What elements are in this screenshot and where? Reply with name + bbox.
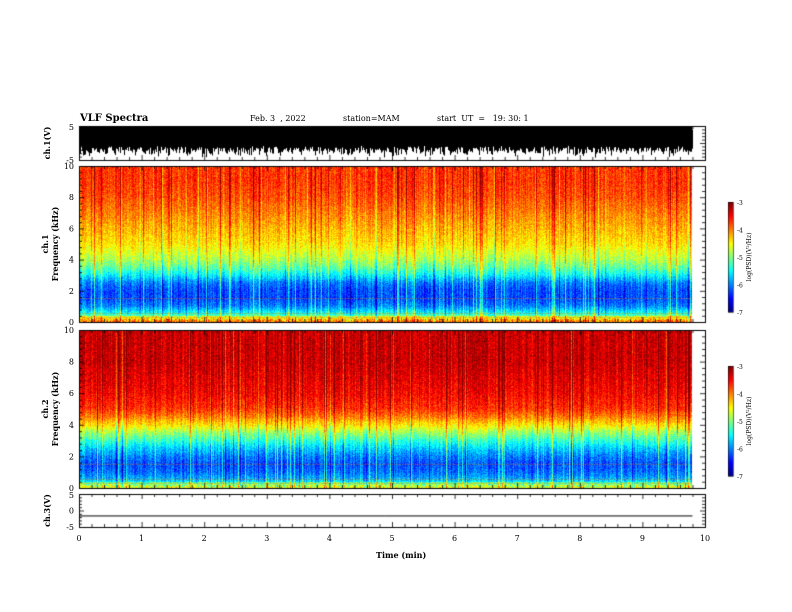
y-tick-label: 4 [69,256,74,265]
x-tick-label: 4 [327,534,332,543]
y-tick-label: 6 [69,389,74,398]
colorbar-tick-label: -4 [737,392,743,399]
y-tick-label: 2 [69,452,74,461]
x-tick-label: 6 [452,534,457,543]
y-tick-label: 10 [64,162,74,171]
y-axis-title: Frequency (kHz) [50,371,60,446]
x-tick-label: 5 [389,534,394,543]
y-tick-label: 10 [64,326,74,335]
y-axis-title: ch.2 [40,399,50,418]
y-tick-label: 8 [69,193,74,202]
chart-title: VLF Spectra [80,113,149,124]
y-axis-title: ch.1(V) [42,126,52,159]
colorbar-tick-label: -4 [737,228,743,235]
x-tick-label: 9 [640,534,645,543]
station-label: station=MAM [343,114,400,123]
x-tick-label: 10 [700,534,710,543]
date-label: Feb. 3 , 2022 [250,114,306,123]
colorbar-tick-label: -5 [737,255,743,262]
start-time-label: start UT = 19: 30: 1 [437,114,529,123]
colorbar-tick-label: -7 [737,474,743,481]
y-tick-label: 0 [69,318,74,327]
x-tick-label: 7 [515,534,520,543]
y-tick-label: 8 [69,358,74,367]
x-tick-label: 1 [139,534,144,543]
colorbar-tick-label: -3 [737,200,743,207]
x-tick-label: 2 [202,534,207,543]
colorbar-label: log(PSD)(V²/Hz) [746,233,753,282]
y-tick-label: -5 [66,156,74,165]
y-tick-label: 5 [69,491,74,500]
colorbar-label: log(PSD)(V²/Hz) [746,397,753,446]
x-tick-label: 0 [76,534,81,543]
y-tick-label: 4 [69,421,74,430]
y-axis-title: Frequency (kHz) [50,206,60,281]
y-axis-title: ch.1 [40,234,50,253]
x-tick-label: 3 [264,534,269,543]
y-tick-label: 2 [69,287,74,296]
y-tick-label: 5 [69,123,74,132]
colorbar-tick-label: -6 [737,283,743,290]
colorbar-tick-label: -7 [737,310,743,317]
colorbar-tick-label: -5 [737,419,743,426]
x-axis-label: Time (min) [376,550,427,560]
y-tick-label: -5 [66,523,74,532]
y-tick-label: 0 [69,507,74,516]
colorbar-tick-label: -6 [737,447,743,454]
y-tick-label: 6 [69,224,74,233]
x-tick-label: 8 [577,534,582,543]
y-axis-title: ch.3(V) [42,494,52,527]
y-tick-label: 0 [69,484,74,493]
colorbar-tick-label: -3 [737,364,743,371]
